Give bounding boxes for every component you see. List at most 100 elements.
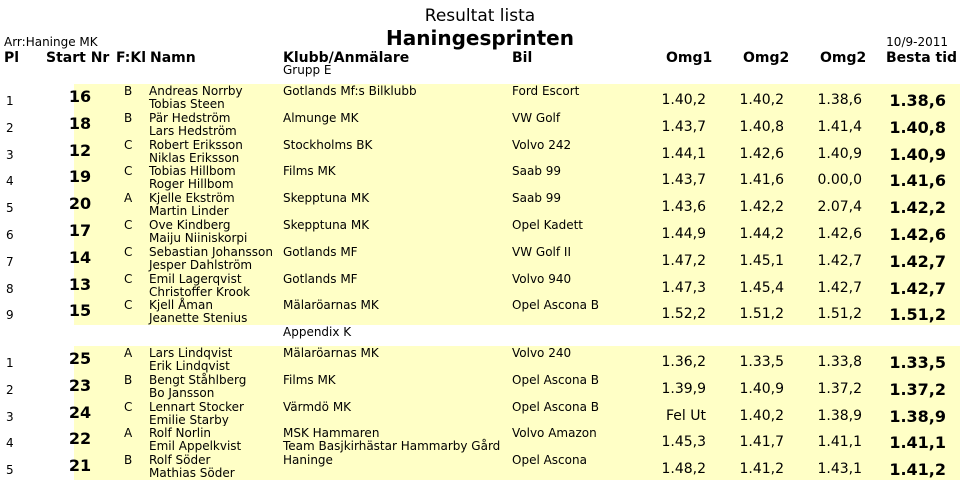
col-header-klubb: Klubb/Anmälare: [283, 50, 410, 66]
car-model: Ford Escort: [512, 84, 580, 98]
car-model: Opel Ascona B: [512, 372, 599, 387]
club-name: Mälaröarnas MK: [283, 346, 379, 360]
run-1-time: 1.45,3: [661, 434, 706, 451]
driver-name: Pär Hedström: [149, 110, 231, 125]
place: 1: [6, 356, 14, 370]
car-model: Opel Kadett: [512, 218, 584, 232]
club-name: Haninge: [283, 453, 333, 468]
class: C: [124, 137, 133, 152]
place: 5: [6, 201, 14, 216]
start-number: 12: [68, 140, 92, 160]
club-name: Stockholms BK: [283, 137, 373, 152]
codriver-name: Niklas Eriksson: [149, 150, 240, 165]
place: 3: [6, 147, 14, 162]
driver-name: Bengt Ståhlberg: [149, 372, 247, 387]
run-3-time: 1.37,2: [817, 380, 862, 397]
best-time: 1.40,8: [889, 117, 946, 137]
event-date: 10/9-2011: [886, 35, 948, 49]
row-highlight: [74, 271, 960, 299]
best-time: 1.51,2: [889, 305, 946, 325]
best-time: 1.38,6: [889, 91, 946, 110]
col-header-start-nr: Start Nr: [46, 50, 110, 66]
run-3-time: 1.42,7: [817, 279, 862, 296]
driver-name: Robert Eriksson: [149, 137, 243, 152]
result-row: 2 23 B Bengt Ståhlberg Bo Jansson Films MK Ope…: [0, 372, 960, 400]
place: 2: [6, 382, 14, 397]
race-name: Haningesprinten: [386, 26, 574, 50]
car-model: Volvo Amazon: [512, 426, 597, 441]
run-2-time: 1.40,9: [739, 380, 784, 397]
run-1-time: 1.36,2: [661, 354, 706, 370]
codriver-name: Emil Appelkvist: [149, 439, 242, 454]
best-time: 1.41,6: [889, 171, 946, 191]
driver-name: Lennart Stocker: [149, 399, 244, 414]
group-title: Appendix K: [283, 325, 352, 339]
class: C: [124, 298, 133, 313]
run-1-time: 1.40,2: [661, 92, 706, 108]
driver-name: Tobias Hillbom: [149, 164, 236, 179]
run-3-time: 1.38,9: [817, 407, 862, 424]
class: B: [124, 372, 133, 387]
codriver-name: Christoffer Krook: [149, 284, 251, 299]
car-model: Volvo 940: [512, 271, 572, 286]
row-highlight: [74, 218, 960, 245]
car-model: VW Golf II: [512, 244, 571, 259]
car-model: Volvo 242: [512, 137, 572, 152]
driver-name: Andreas Norrby: [149, 84, 243, 98]
start-number: 22: [68, 429, 92, 449]
class: B: [124, 453, 133, 468]
class: B: [124, 84, 133, 98]
start-number: 23: [68, 375, 92, 395]
run-1-time: 1.39,9: [661, 380, 706, 397]
class: C: [124, 271, 133, 286]
codriver-name: Martin Linder: [149, 204, 229, 219]
run-2-time: 1.41,7: [739, 434, 784, 451]
club-name-2: Team Basjkirhästar Hammarby Gård: [283, 439, 501, 454]
best-time: 1.38,9: [889, 406, 946, 426]
run-2-time: 1.51,2: [739, 306, 784, 323]
driver-name: Sebastian Johansson: [149, 244, 273, 259]
codriver-name: Bo Jansson: [149, 385, 215, 400]
run-1-time: 1.47,3: [661, 279, 706, 296]
car-model: Saab 99: [512, 164, 562, 179]
driver-name: Kjelle Ekström: [149, 191, 235, 206]
place: 9: [6, 308, 14, 323]
row-highlight: [74, 164, 960, 192]
row-highlight: [74, 298, 960, 326]
best-time: 1.42,2: [889, 198, 946, 218]
place: 2: [6, 120, 14, 135]
start-number: 14: [68, 247, 92, 267]
codriver-name: Tobias Steen: [149, 97, 225, 111]
start-number: 16: [68, 87, 92, 106]
result-row: 5 21 B Rolf Söder Mathias Söder Haninge Opel A…: [0, 453, 960, 481]
result-row: 5 20 A Kjelle Ekström Martin Linder Skepptuna…: [0, 191, 960, 219]
club-name: Skepptuna MK: [283, 218, 370, 232]
group-title: Grupp E: [283, 63, 332, 77]
run-2-time: 1.33,5: [739, 354, 784, 370]
run-3-time: 1.38,6: [817, 92, 862, 108]
run-1-time: Fel Ut: [666, 407, 706, 424]
class: A: [124, 346, 133, 360]
run-2-time: 1.42,6: [739, 145, 784, 162]
club-name: Gotlands MF: [283, 271, 358, 286]
start-number: 18: [68, 113, 92, 133]
run-2-time: 1.40,8: [739, 118, 784, 135]
place: 3: [6, 409, 14, 424]
run-1-time: 1.52,2: [661, 306, 706, 323]
place: 6: [6, 228, 14, 242]
run-2-time: 1.45,1: [739, 252, 784, 269]
club-name: Films MK: [283, 164, 336, 179]
row-highlight: [74, 372, 960, 400]
start-number: 24: [68, 402, 92, 422]
row-highlight: [74, 191, 960, 219]
best-time: 1.37,2: [889, 379, 946, 399]
run-1-time: 1.43,7: [661, 172, 706, 189]
driver-name: Rolf Norlin: [149, 426, 212, 441]
result-row: 1 16 B Andreas Norrby Tobias Steen Gotlands M…: [0, 84, 960, 111]
run-2-time: 1.40,2: [739, 92, 784, 108]
report-title: Resultat lista: [424, 6, 536, 26]
run-2-time: 1.44,2: [739, 226, 784, 242]
run-3-time: 1.42,7: [817, 252, 862, 269]
result-row: 1 25 A Lars Lindqvist Erik Lindqvist Mälaröar…: [0, 346, 960, 373]
col-header-omg2: Omg2: [743, 50, 790, 66]
